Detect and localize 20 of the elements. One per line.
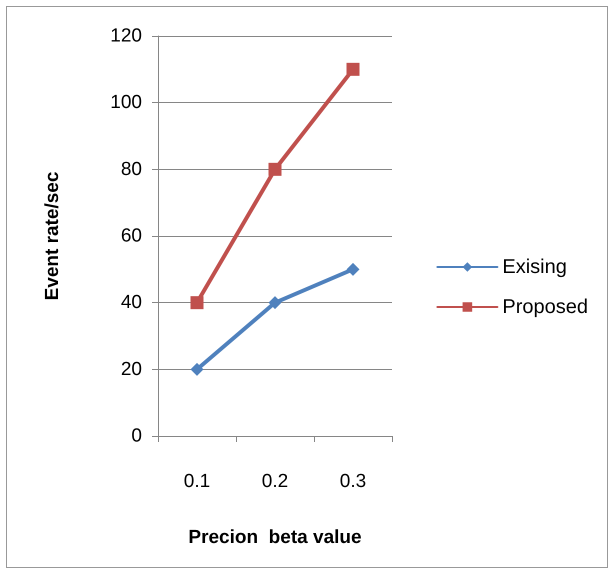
- legend-label: Exising: [502, 256, 567, 278]
- x-tick-label: 0.2: [262, 471, 288, 492]
- x-tick-label: 0.3: [340, 471, 366, 492]
- y-tick-label: 40: [120, 292, 142, 314]
- legend-label: Proposed: [502, 296, 588, 318]
- y-tick-label: 0: [131, 426, 142, 446]
- y-tick-label: 100: [110, 92, 142, 114]
- y-tick-label: 120: [110, 26, 142, 46]
- x-axis-title: Precion beta value: [188, 527, 362, 548]
- point: [346, 262, 360, 276]
- point: [190, 362, 204, 376]
- point: [268, 162, 282, 176]
- y-axis-title: Event rate/sec: [42, 171, 63, 300]
- y-tick-label: 20: [120, 358, 142, 380]
- y-tick-label: 80: [120, 158, 142, 180]
- x-tick-label: 0.1: [184, 471, 210, 492]
- y-tick-label: 60: [120, 226, 142, 246]
- point: [346, 62, 360, 76]
- point: [190, 296, 204, 310]
- point: [268, 296, 282, 310]
